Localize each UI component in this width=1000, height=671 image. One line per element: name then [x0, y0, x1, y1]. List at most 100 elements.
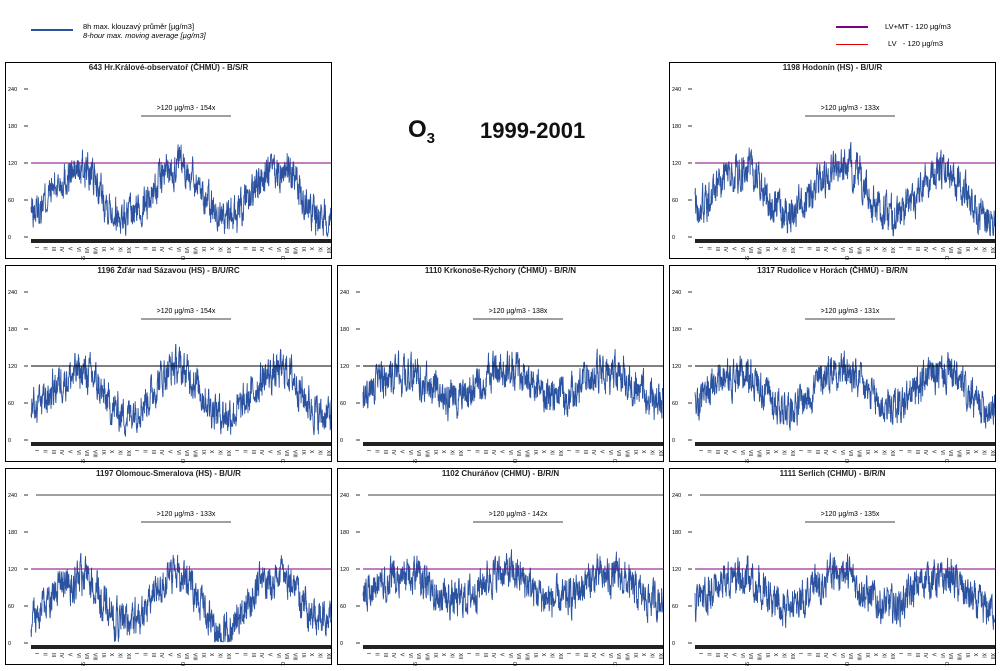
- month-tick-label: VI: [739, 653, 745, 658]
- month-tick-label: XI: [217, 247, 223, 252]
- month-tick-label: IX: [100, 247, 106, 252]
- month-tick-label: V: [67, 247, 73, 251]
- year-tick-label: 00: [843, 662, 849, 666]
- year-tick-label: 00: [843, 256, 849, 260]
- month-tick-label: IV: [158, 450, 164, 455]
- month-tick-label: V: [399, 653, 405, 657]
- year-tick-label: 99: [743, 459, 749, 463]
- y-tick-label: 240: [8, 493, 17, 499]
- month-tick-label: II: [706, 247, 712, 250]
- legend-lv-swatch: [836, 44, 868, 45]
- y-tick-label: 120: [340, 364, 349, 370]
- month-tick-label: XII: [989, 247, 995, 253]
- year-tick-label: 99: [743, 256, 749, 260]
- year-tick-label: 99: [79, 459, 85, 463]
- month-tick-label: XI: [449, 450, 455, 455]
- month-tick-label: XII: [125, 653, 131, 659]
- month-tick-label: IX: [432, 450, 438, 455]
- month-tick-label: III: [714, 450, 720, 454]
- month-tick-label: VII: [847, 450, 853, 456]
- month-tick-label: VII: [183, 450, 189, 456]
- month-tick-label: VI: [407, 450, 413, 455]
- year-tick-label: 01: [943, 662, 949, 666]
- month-tick-label: IX: [300, 247, 306, 252]
- month-tick-label: II: [906, 247, 912, 250]
- month-tick-label: IX: [964, 653, 970, 658]
- month-tick-label: VI: [175, 450, 181, 455]
- ozone-series-line: [362, 348, 664, 422]
- month-tick-label: X: [540, 653, 546, 657]
- month-tick-label: X: [972, 247, 978, 251]
- month-tick-label: X: [208, 247, 214, 251]
- month-tick-label: IV: [58, 450, 64, 455]
- station-title: 1102 Churáňov (CHMU) - B/R/N: [441, 469, 560, 478]
- exceedance-label: >120 µg/m3 - 154x: [157, 105, 216, 112]
- month-tick-label: V: [499, 653, 505, 657]
- month-tick-label: XI: [649, 450, 655, 455]
- x-axis-bar: [695, 645, 995, 649]
- month-tick-label: IX: [632, 450, 638, 455]
- month-tick-label: I: [365, 653, 371, 654]
- month-tick-label: I: [897, 247, 903, 248]
- y-tick-label: 60: [8, 198, 14, 204]
- month-tick-label: X: [640, 450, 646, 454]
- month-tick-label: VI: [175, 653, 181, 658]
- month-tick-label: V: [267, 653, 273, 657]
- month-tick-label: IV: [922, 450, 928, 455]
- y-tick-label: 180: [340, 530, 349, 536]
- y-tick-label: 0: [8, 641, 11, 647]
- month-tick-label: X: [440, 653, 446, 657]
- month-tick-label: I: [465, 653, 471, 654]
- month-tick-label: II: [42, 450, 48, 453]
- exceedance-label: >120 µg/m3 - 154x: [157, 308, 216, 315]
- month-tick-label: I: [897, 653, 903, 654]
- y-tick-label: 240: [672, 493, 681, 499]
- month-tick-label: I: [797, 247, 803, 248]
- month-tick-label: VIII: [524, 653, 530, 661]
- exceedance-label: >120 µg/m3 - 142x: [489, 511, 548, 518]
- month-tick-label: IV: [922, 653, 928, 658]
- month-tick-label: VII: [83, 247, 89, 253]
- x-axis-bar: [31, 442, 331, 446]
- month-tick-label: VII: [615, 653, 621, 659]
- month-tick-label: XII: [889, 247, 895, 253]
- month-tick-label: II: [706, 450, 712, 453]
- month-tick-label: V: [599, 450, 605, 454]
- month-tick-label: XII: [225, 450, 231, 456]
- month-tick-label: III: [250, 450, 256, 454]
- year-tick-label: 00: [843, 459, 849, 463]
- month-tick-label: V: [831, 653, 837, 657]
- month-tick-label: II: [42, 653, 48, 656]
- month-tick-label: X: [208, 450, 214, 454]
- month-tick-label: IV: [258, 247, 264, 252]
- year-tick-label: 00: [511, 459, 517, 463]
- month-tick-label: VIII: [624, 653, 630, 661]
- month-tick-label: IV: [822, 450, 828, 455]
- month-tick-label: VII: [947, 450, 953, 456]
- y-tick-label: 60: [340, 401, 346, 407]
- x-axis-bar: [31, 239, 331, 243]
- month-tick-label: VIII: [192, 450, 198, 458]
- year-tick-label: 01: [279, 662, 285, 666]
- month-tick-label: XI: [781, 450, 787, 455]
- y-tick-label: 180: [8, 327, 17, 333]
- station-panel: 1197 Olomouc-Smeralova (HS) - B/U/R 0 60 12…: [5, 468, 332, 666]
- month-tick-label: IV: [490, 450, 496, 455]
- station-panel: 643 Hr.Králové-observatoř (ČHMÚ) - B/S/R…: [5, 62, 332, 260]
- month-tick-label: VI: [839, 450, 845, 455]
- month-tick-label: IX: [200, 247, 206, 252]
- month-tick-label: III: [814, 247, 820, 251]
- month-tick-label: I: [233, 653, 239, 654]
- month-tick-label: V: [399, 450, 405, 454]
- y-tick-label: 120: [672, 364, 681, 370]
- station-title: 1110 Krkonoše-Rýchory (ČHMÚ) - B/R/N: [424, 266, 577, 275]
- ozone-series-line: [362, 549, 664, 624]
- month-tick-label: XII: [889, 653, 895, 659]
- month-tick-label: II: [806, 450, 812, 453]
- month-tick-label: X: [440, 450, 446, 454]
- month-tick-label: V: [831, 450, 837, 454]
- month-tick-label: IX: [864, 247, 870, 252]
- month-tick-label: V: [731, 653, 737, 657]
- month-tick-label: VI: [839, 247, 845, 252]
